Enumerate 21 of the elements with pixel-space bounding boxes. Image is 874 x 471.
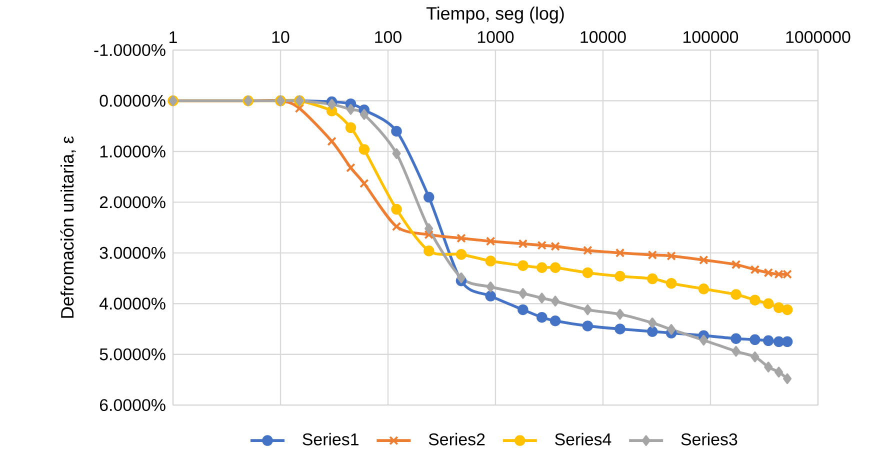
legend-label: Series1	[302, 432, 358, 446]
y-tick-label: 2.0000%	[100, 196, 166, 208]
y-tick-label: -1.0000%	[94, 44, 166, 56]
x-tick-label: 1	[170, 31, 177, 44]
x-tick-label: 100	[375, 31, 402, 44]
legend-label: Series4	[555, 432, 612, 446]
x-tick-label: 1000	[478, 31, 514, 44]
x-tick-label: 10000	[580, 31, 626, 44]
y-tick-label: 3.0000%	[100, 246, 166, 259]
x-tick-label: 100000	[684, 31, 738, 44]
legend-label: Series3	[681, 432, 738, 446]
y-tick-label: 1.0000%	[100, 145, 166, 158]
x-tick-label: 10	[272, 31, 290, 44]
y-tick-label: 6.0000%	[100, 399, 166, 412]
legend-label: Series2	[428, 432, 485, 446]
x-tick-label: 1000000	[786, 31, 850, 44]
y-tick-label: 0.0000%	[100, 94, 166, 107]
x-axis-title: Tiempo, seg (log)	[426, 6, 564, 24]
y-axis-title: Defromación unitaria, ε	[60, 136, 76, 318]
y-tick-label: 4.0000%	[99, 298, 166, 310]
y-tick-label: 5.0000%	[100, 348, 166, 360]
